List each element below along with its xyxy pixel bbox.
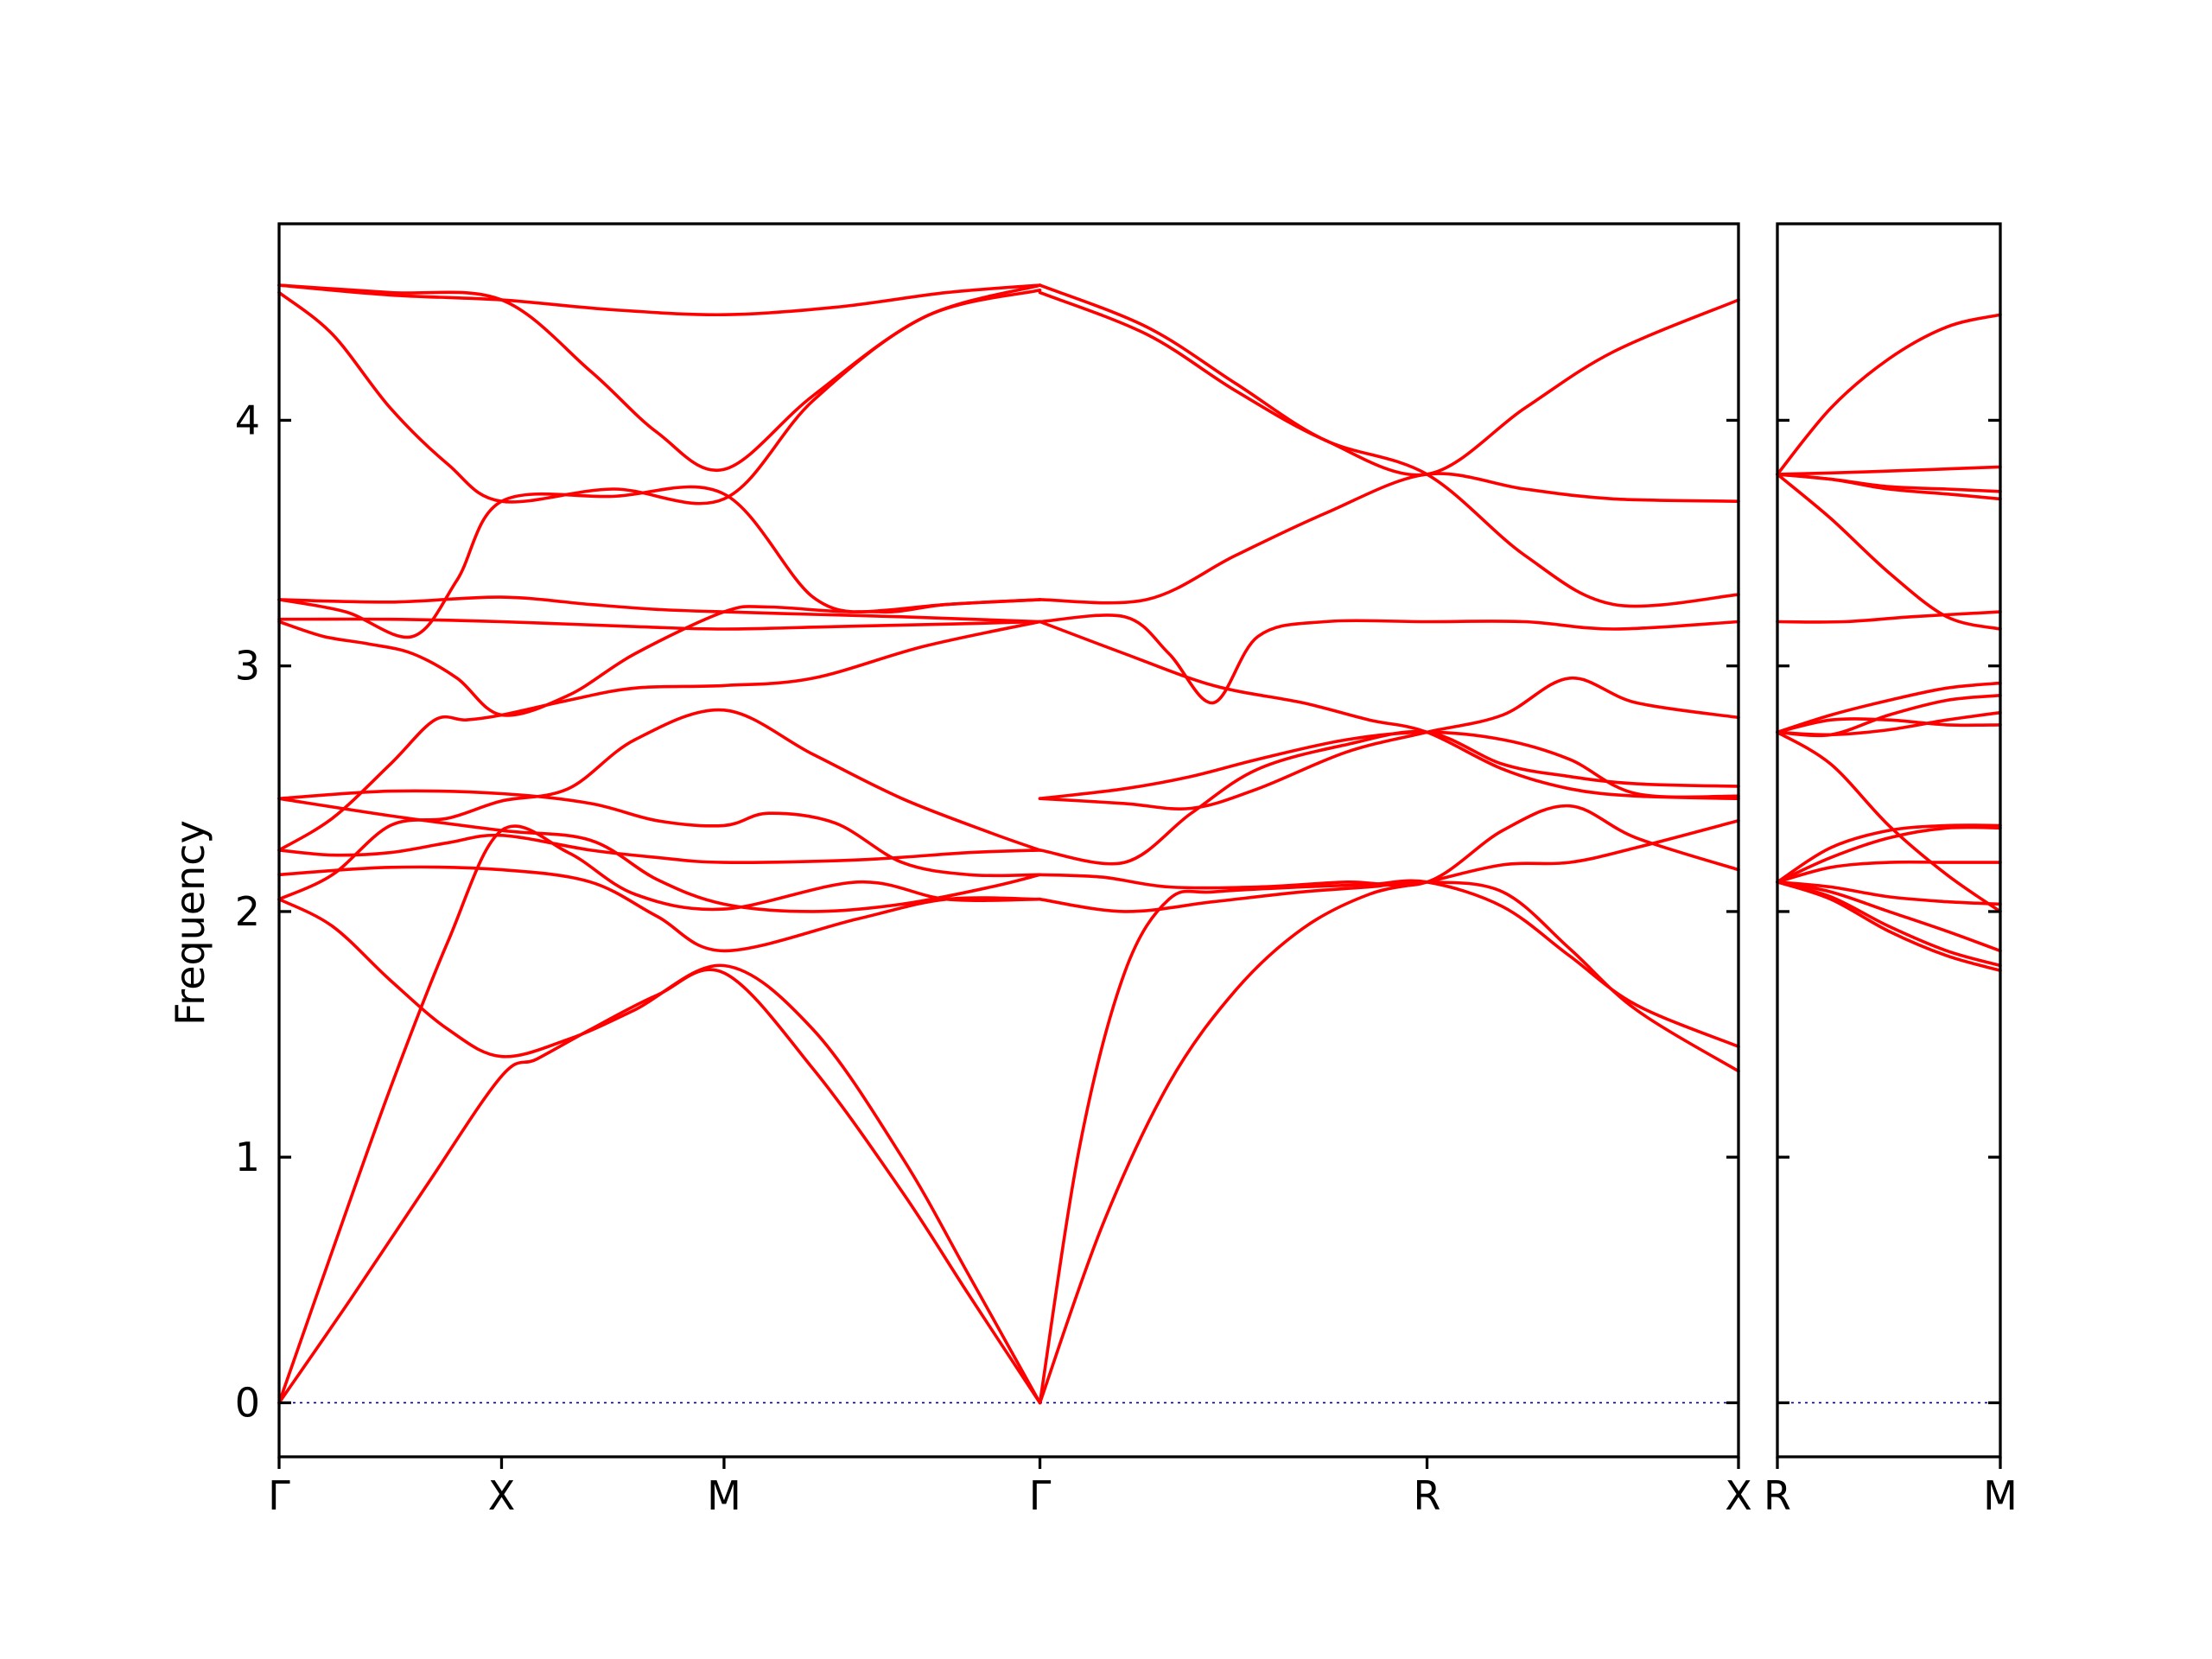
band-line-8 [1776, 730, 2002, 913]
band-line-23 [1038, 730, 1740, 800]
band-line-17 [1038, 819, 1740, 1405]
band-line-24 [1038, 620, 1740, 800]
band-line-7 [1776, 823, 2002, 884]
x-tick-label: M [707, 1472, 741, 1519]
band-line-16 [1776, 473, 2002, 493]
band-line-18 [1038, 879, 1740, 1405]
band-line-15 [277, 283, 1042, 317]
main-panel: 0 1 2 3 4 Γ X M Γ R X [235, 222, 1752, 1519]
x-tick-label: M [1983, 1472, 2018, 1519]
plot-frame [277, 222, 1740, 1459]
band-line-2 [277, 824, 1042, 1405]
band-line-22 [1038, 677, 1740, 810]
x-tick-label: R [1764, 1472, 1791, 1519]
y-tick-label: 2 [235, 888, 260, 935]
band-line-3 [1776, 880, 2002, 953]
x-tick-label: R [1414, 1472, 1441, 1519]
band-line-28 [1038, 290, 1740, 477]
band-line-11 [1776, 717, 2002, 734]
x-tick-label: Γ [268, 1472, 290, 1519]
band-line-12 [277, 617, 1042, 631]
band-line-5 [277, 865, 1042, 953]
y-tick-label: 0 [235, 1379, 260, 1426]
band-line-18 [1776, 313, 2002, 476]
x-tick-label: X [1725, 1472, 1752, 1519]
band-line-6 [1776, 825, 2002, 884]
x-tick-label: Γ [1029, 1472, 1052, 1519]
band-line-11 [277, 595, 1042, 624]
band-line-17 [1776, 465, 2002, 476]
band-line-16 [277, 283, 1042, 473]
band-line-26 [1038, 472, 1740, 605]
band-line-19 [1038, 880, 1740, 1073]
band-line-12 [1776, 710, 2002, 737]
band-line-13 [277, 485, 1042, 639]
band-line-2 [1776, 880, 2002, 968]
band-line-25 [1038, 613, 1740, 705]
y-axis-label: Frequency [167, 820, 213, 1026]
band-line-14 [277, 289, 1042, 505]
band-line-13 [1776, 610, 2002, 624]
band-line-4 [1776, 880, 2002, 906]
band-line-14 [1776, 473, 2002, 631]
band-line-6 [277, 833, 1042, 864]
band-line-27 [1038, 283, 1740, 608]
y-tick-label: 1 [235, 1134, 260, 1180]
band-line-4 [277, 708, 1042, 901]
band-line-3 [277, 897, 1042, 1405]
band-line-10 [1776, 681, 2002, 734]
y-tick-label: 4 [235, 397, 260, 443]
band-line-9 [277, 789, 1042, 878]
x-tick-label: X [488, 1472, 516, 1519]
band-line-7 [277, 620, 1042, 852]
band-line-20 [1038, 804, 1740, 890]
band-line-1 [277, 968, 1042, 1405]
band-line-8 [277, 797, 1042, 913]
plot-frame [1776, 222, 2002, 1459]
band-line-21 [1038, 729, 1740, 866]
y-tick-label: 3 [235, 643, 260, 690]
band-line-5 [1776, 860, 2002, 884]
